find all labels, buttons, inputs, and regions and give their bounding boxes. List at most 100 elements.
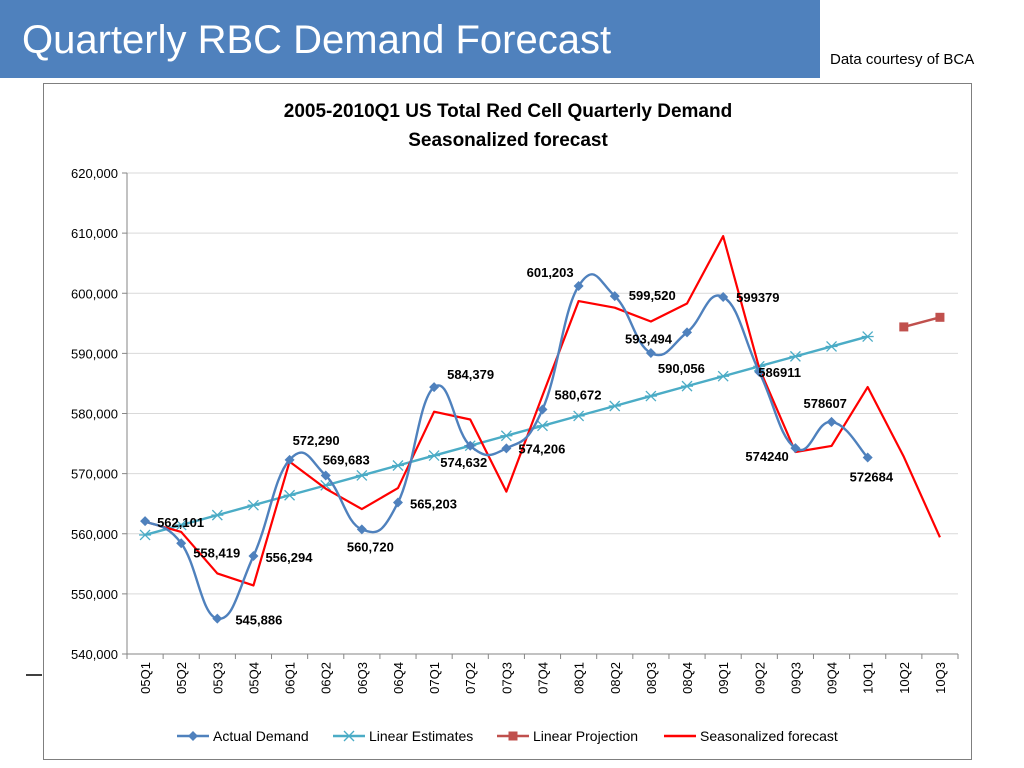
data-label: 601,203 xyxy=(527,265,574,280)
actual-demand-point xyxy=(284,454,295,465)
legend-label: Seasonalized forecast xyxy=(700,728,838,744)
linear-projection-point xyxy=(899,322,909,332)
x-tick-label: 07Q4 xyxy=(536,662,551,694)
linear-estimates-point xyxy=(789,350,802,362)
data-label: 574,206 xyxy=(518,441,565,456)
data-label: 586911 xyxy=(758,365,801,380)
legend-label: Linear Estimates xyxy=(369,728,473,744)
actual-demand-point xyxy=(248,551,259,562)
y-tick-label: 620,000 xyxy=(71,166,118,181)
data-label: 599379 xyxy=(736,290,779,305)
linear-estimates-point xyxy=(211,509,224,521)
actual-demand-point xyxy=(754,366,765,377)
actual-demand-point xyxy=(537,404,548,415)
x-tick-label: 05Q4 xyxy=(246,662,261,694)
linear-estimates-point xyxy=(247,499,260,511)
data-label: 572,290 xyxy=(293,433,340,448)
x-tick-label: 07Q2 xyxy=(463,662,478,694)
actual-demand-point xyxy=(790,443,801,454)
data-label: 560,720 xyxy=(347,539,394,554)
linear-estimates-point xyxy=(717,370,730,382)
linear-estimates-point xyxy=(500,430,513,442)
data-credit: Data courtesy of BCA xyxy=(830,51,975,68)
actual-demand-point xyxy=(501,443,512,454)
x-tick-label: 06Q3 xyxy=(355,662,370,694)
y-tick-label: 580,000 xyxy=(71,407,118,422)
legend-item-actual-demand: Actual Demand xyxy=(177,728,309,744)
x-tick-label: 08Q1 xyxy=(572,662,587,694)
legend-swatch-marker xyxy=(508,731,518,741)
actual-demand-point xyxy=(645,348,656,359)
y-tick-label: 550,000 xyxy=(71,587,118,602)
title-banner: Quarterly RBC Demand Forecast xyxy=(0,0,820,78)
x-tick-label: 05Q1 xyxy=(138,662,153,694)
x-tick-label: 05Q3 xyxy=(210,662,225,694)
chart-title: 2005-2010Q1 US Total Red Cell Quarterly … xyxy=(284,101,732,122)
data-label: 558,419 xyxy=(193,545,240,560)
actual-demand-point xyxy=(212,613,223,624)
data-label: 599,520 xyxy=(629,288,676,303)
actual-demand-point xyxy=(176,538,187,549)
actual-demand-point xyxy=(356,524,367,535)
legend-item-linear-projection: Linear Projection xyxy=(497,728,638,744)
linear-estimates-point xyxy=(139,529,152,541)
actual-demand-point xyxy=(429,382,440,393)
data-label: 569,683 xyxy=(323,453,370,468)
legend-swatch-marker xyxy=(188,731,198,741)
chart-frame: 2005-2010Q1 US Total Red Cell Quarterly … xyxy=(43,83,972,760)
linear-estimates-point xyxy=(644,390,657,402)
data-label: 590,056 xyxy=(658,361,705,376)
data-label: 574240 xyxy=(745,449,788,464)
legend-label: Linear Projection xyxy=(533,728,638,744)
x-tick-label: 10Q2 xyxy=(897,662,912,694)
gridlines xyxy=(127,172,958,595)
x-tick-label: 07Q3 xyxy=(499,662,514,694)
x-tick-label: 06Q4 xyxy=(391,662,406,694)
y-tick-label: 610,000 xyxy=(71,226,118,241)
legend-swatch-marker xyxy=(343,730,355,742)
linear-estimates-point xyxy=(536,420,549,432)
actual-demand-point xyxy=(320,470,331,481)
slide-title: Quarterly RBC Demand Forecast xyxy=(22,18,612,62)
chart-canvas: 2005-2010Q1 US Total Red Cell Quarterly … xyxy=(71,101,959,744)
x-tick-label: 09Q4 xyxy=(825,662,840,694)
chart-subtitle: Seasonalized forecast xyxy=(408,130,608,151)
x-tick-label: 09Q3 xyxy=(788,662,803,694)
x-tick-label: 10Q1 xyxy=(861,662,876,694)
linear-estimates-point xyxy=(608,400,621,412)
x-tick-label: 10Q3 xyxy=(933,662,948,694)
data-label: 545,886 xyxy=(235,613,282,628)
legend-item-linear-estimates: Linear Estimates xyxy=(333,728,473,744)
data-label: 580,672 xyxy=(555,387,602,402)
data-label: 574,632 xyxy=(440,455,487,470)
linear-estimates-point xyxy=(428,450,441,462)
x-tick-label: 08Q4 xyxy=(680,662,695,694)
y-tick-label: 540,000 xyxy=(71,647,118,662)
linear-estimates-point xyxy=(825,341,838,352)
actual-demand-point xyxy=(862,452,873,463)
actual-demand-point xyxy=(140,516,151,527)
y-tick-label: 590,000 xyxy=(71,346,118,361)
x-tick-label: 08Q2 xyxy=(608,662,623,694)
actual-demand-point xyxy=(465,440,476,451)
actual-demand-point xyxy=(682,327,693,338)
y-tick-label: 560,000 xyxy=(71,527,118,542)
legend: Actual Demand Linear Estimates Linear Proj… xyxy=(177,728,838,744)
linear-estimates-point xyxy=(572,410,585,422)
y-tick-label: 600,000 xyxy=(71,286,118,301)
data-labels: 562,101 558,419 545,886 556,294 572,290 569,6… xyxy=(157,265,894,628)
actual-demand-point xyxy=(392,497,403,508)
linear-estimates-point xyxy=(283,489,296,501)
actual-demand-point xyxy=(573,281,584,292)
actual-demand-point xyxy=(609,291,620,302)
decorative-dash xyxy=(26,674,42,676)
x-tick-label: 06Q2 xyxy=(319,662,334,694)
linear-projection-point xyxy=(935,312,945,322)
x-tick-label: 09Q1 xyxy=(716,662,731,694)
y-tick-label: 570,000 xyxy=(71,467,118,482)
linear-estimates-point xyxy=(355,469,368,481)
data-label: 565,203 xyxy=(410,496,457,511)
data-label: 584,379 xyxy=(447,367,494,382)
x-tick-label: 09Q2 xyxy=(752,662,767,694)
legend-item-seasonalized-forecast: Seasonalized forecast xyxy=(664,728,838,744)
